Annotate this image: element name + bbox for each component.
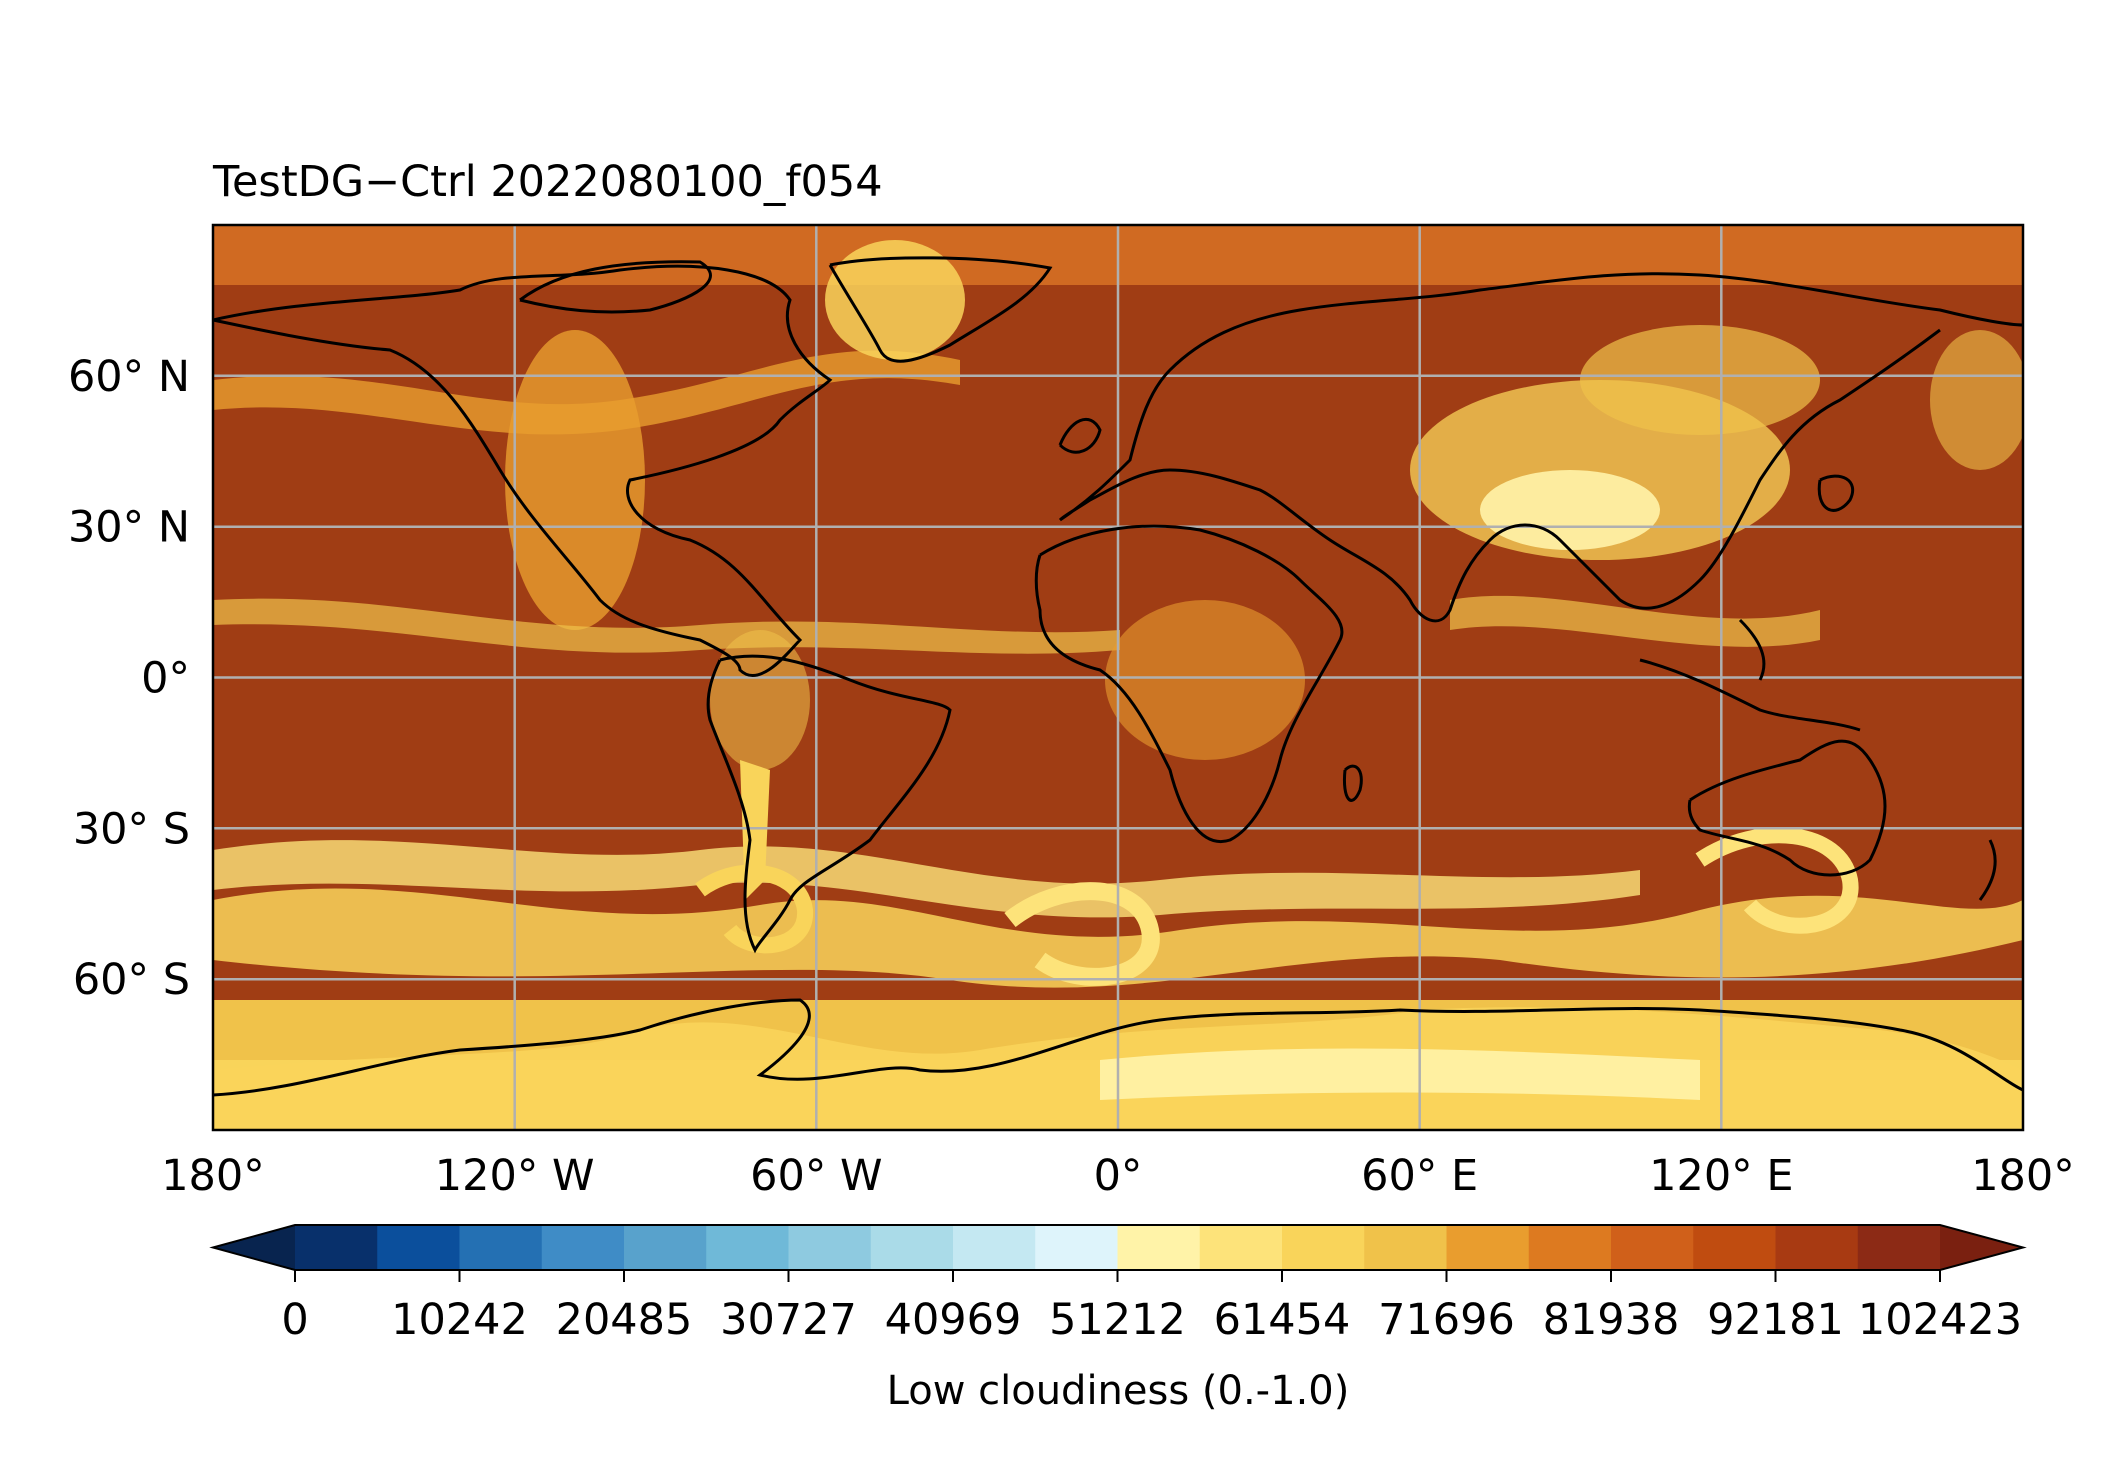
colorbar-tick-label: 10242: [391, 1295, 528, 1345]
colorbar-tick-label: 51212: [1049, 1295, 1186, 1345]
colorbar-swatch: [1364, 1225, 1448, 1270]
colorbar-tick-label: 40969: [885, 1295, 1022, 1345]
colorbar-tick-label: 0: [281, 1295, 308, 1345]
coastline-africa: [1034, 524, 1344, 844]
coastline-australia: [1687, 739, 1887, 877]
map-frame: [211, 223, 2025, 1132]
colorbar-tick-label: 61454: [1214, 1295, 1351, 1345]
lat-tick-label: 0°: [141, 654, 190, 704]
colorbar-swatch: [624, 1225, 707, 1270]
colorbar-swatch: [788, 1225, 872, 1270]
colorbar-swatch: [1693, 1225, 1777, 1270]
colorbar-swatch: [1199, 1225, 1283, 1270]
colorbar-label: Low cloudiness (0.-1.0): [887, 1368, 1350, 1414]
coastline-eurasia: [1058, 272, 2023, 623]
colorbar-tick-label: 81938: [1543, 1295, 1680, 1345]
colorbar-swatch: [1775, 1225, 1859, 1270]
lon-tick-label: 0°: [1094, 1151, 1143, 1201]
figure-title: TestDG−Ctrl 2022080100_f054: [212, 157, 883, 207]
gridlines: [213, 225, 2023, 1130]
cloud-field: [213, 225, 2023, 1130]
lon-tick-label: 180°: [161, 1151, 265, 1201]
lat-tick-label: 60° S: [73, 955, 190, 1005]
colorbar-swatch: [1857, 1225, 1941, 1270]
colorbar: 0 10242 20485 30727 40969 51212 61454 71696 8193…: [209, 1224, 2027, 1414]
colorbar-swatch: [1446, 1225, 1530, 1270]
colorbar-tick-label: 30727: [720, 1295, 857, 1345]
coastline-north-america: [213, 264, 833, 677]
colorbar-tick-label: 71696: [1378, 1295, 1515, 1345]
colorbar-swatch: [953, 1225, 1036, 1270]
longitude-tick-labels: 180° 120° W 60° W 0° 60° E 120° E 180°: [161, 1151, 2075, 1201]
lon-tick-label: 120° E: [1649, 1151, 1793, 1201]
lon-tick-label: 60° E: [1361, 1151, 1478, 1201]
colorbar-swatches: [295, 1225, 1941, 1270]
coastline-greenland: [828, 256, 1053, 363]
lon-tick-label: 120° W: [435, 1151, 595, 1201]
coastlines: [213, 256, 2023, 1097]
colorbar-tick-label: 102423: [1858, 1295, 2022, 1345]
colorbar-swatch: [377, 1225, 461, 1270]
lon-tick-label: 180°: [1971, 1151, 2075, 1201]
colorbar-extend-under: [213, 1225, 295, 1270]
colorbar-tick-labels: 0 10242 20485 30727 40969 51212 61454 71696 8193…: [281, 1270, 2022, 1345]
latitude-tick-labels: 60° N 30° N 0° 30° S 60° S: [68, 352, 190, 1005]
lat-tick-label: 30° N: [68, 503, 190, 553]
colorbar-swatch: [1117, 1225, 1201, 1270]
lon-tick-label: 60° W: [750, 1151, 882, 1201]
colorbar-swatch: [541, 1225, 625, 1270]
coastline-antarctica: [213, 998, 2023, 1097]
colorbar-swatch: [1528, 1225, 1612, 1270]
lat-tick-label: 60° N: [68, 352, 190, 402]
colorbar-swatch: [1035, 1225, 1119, 1270]
lat-tick-label: 30° S: [73, 804, 190, 854]
coastline-south-america: [706, 654, 952, 954]
colorbar-tick-label: 20485: [556, 1295, 693, 1345]
colorbar-extend-over: [1940, 1225, 2023, 1270]
colorbar-swatch: [1611, 1225, 1694, 1270]
colorbar-swatch: [706, 1225, 790, 1270]
colorbar-swatch: [1282, 1225, 1365, 1270]
colorbar-swatch: [295, 1225, 378, 1270]
colorbar-swatch: [870, 1225, 954, 1270]
colorbar-swatch: [459, 1225, 543, 1270]
colorbar-tick-label: 92181: [1707, 1295, 1844, 1345]
map-panel: [211, 223, 2025, 1132]
